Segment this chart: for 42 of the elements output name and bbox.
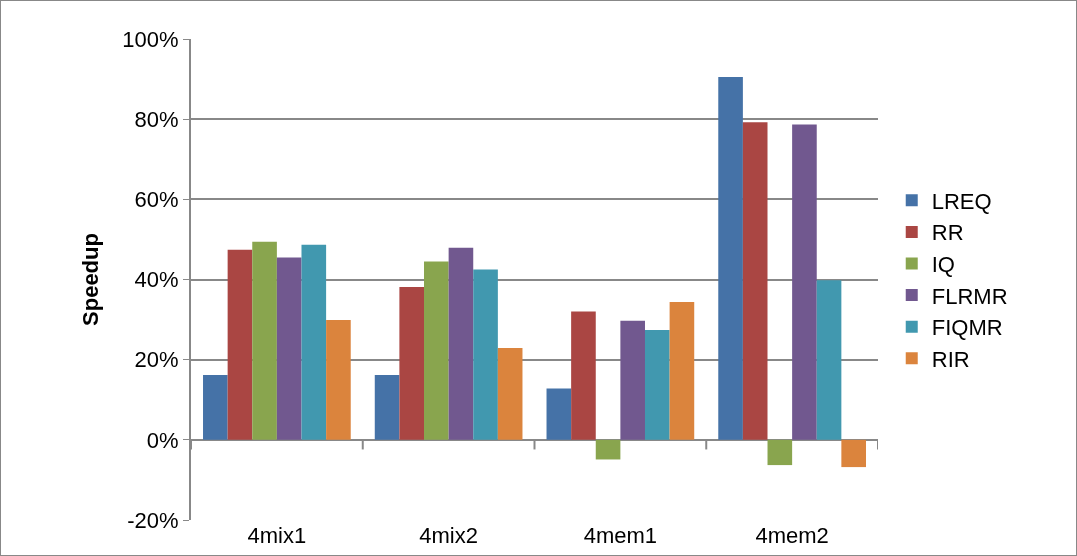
bar [326, 319, 351, 440]
bar [644, 330, 670, 440]
bar [473, 269, 498, 440]
x-tick-label: 4mem1 [583, 523, 658, 548]
bar [374, 374, 400, 440]
bar [301, 244, 327, 440]
x-tick-label: 4mix1 [247, 523, 307, 548]
y-tick-label: 80% [134, 106, 179, 132]
bar [841, 439, 866, 468]
bar [595, 439, 621, 460]
bar [742, 122, 768, 440]
x-tick-label: 4mix2 [419, 523, 478, 548]
bar [792, 124, 817, 440]
legend-label: FIQMR [931, 315, 1003, 341]
bar [399, 287, 425, 440]
legend-label: IQ [931, 252, 955, 278]
legend-label: RR [931, 220, 964, 246]
y-tick-label: 20% [134, 347, 179, 373]
bar [276, 257, 302, 440]
bar [620, 320, 645, 440]
bar [718, 77, 743, 440]
y-tick-label: 0% [146, 427, 179, 453]
bar [767, 439, 793, 466]
bar [424, 261, 449, 440]
bar [669, 301, 695, 440]
bar [448, 247, 474, 440]
x-tick-label: 4mem2 [755, 523, 829, 548]
y-tick-label: -20% [127, 507, 179, 533]
legend-label: FLRMR [931, 283, 1008, 309]
legend-label: RIR [931, 346, 970, 372]
bar [227, 249, 253, 440]
bar [203, 374, 228, 440]
y-axis-title: Speedup [77, 233, 103, 326]
y-tick-label: 40% [134, 267, 179, 293]
bar [252, 241, 277, 440]
legend-label: LREQ [931, 188, 992, 214]
y-tick-label: 100% [122, 26, 179, 52]
bar [546, 388, 572, 440]
bar [497, 348, 523, 440]
y-tick-label: 60% [134, 187, 179, 213]
bar [816, 280, 842, 440]
bar [571, 311, 596, 440]
